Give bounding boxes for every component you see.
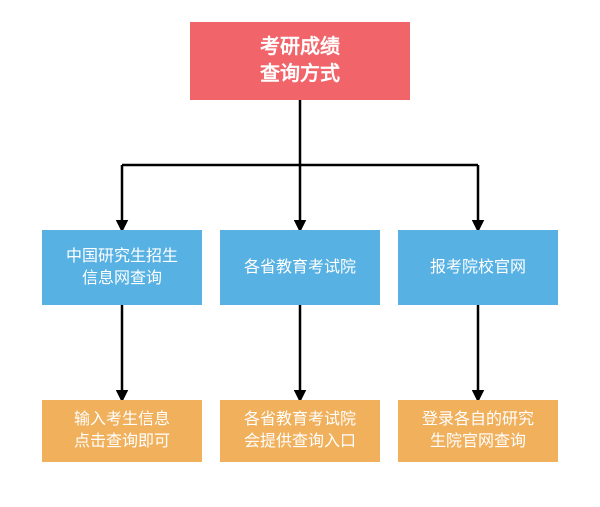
level2-node-1: 各省教育考试院 (220, 230, 380, 305)
level2-node-1-line1: 各省教育考试院 (244, 257, 356, 279)
root-node-line1: 考研成绩 (260, 34, 340, 61)
level3-node-2: 登录各自的研究生院官网查询 (398, 400, 558, 462)
level2-node-2-line1: 报考院校官网 (430, 257, 526, 279)
level2-node-0: 中国研究生招生信息网查询 (42, 230, 202, 305)
level3-node-0-line1: 输入考生信息 (74, 409, 170, 431)
level2-node-0-line1: 中国研究生招生 (66, 246, 178, 268)
flowchart-canvas: 考研成绩查询方式中国研究生招生信息网查询输入考生信息点击查询即可各省教育考试院各… (0, 0, 600, 507)
level3-node-2-line1: 登录各自的研究 (422, 409, 534, 431)
level3-node-2-line2: 生院官网查询 (430, 431, 526, 453)
level2-node-0-line2: 信息网查询 (82, 268, 162, 290)
level3-node-1: 各省教育考试院会提供查询入口 (220, 400, 380, 462)
root-node: 考研成绩查询方式 (190, 22, 410, 100)
level2-node-2: 报考院校官网 (398, 230, 558, 305)
root-node-line2: 查询方式 (260, 61, 340, 88)
level3-node-0: 输入考生信息点击查询即可 (42, 400, 202, 462)
level3-node-0-line2: 点击查询即可 (74, 431, 170, 453)
level3-node-1-line2: 会提供查询入口 (244, 431, 356, 453)
level3-node-1-line1: 各省教育考试院 (244, 409, 356, 431)
